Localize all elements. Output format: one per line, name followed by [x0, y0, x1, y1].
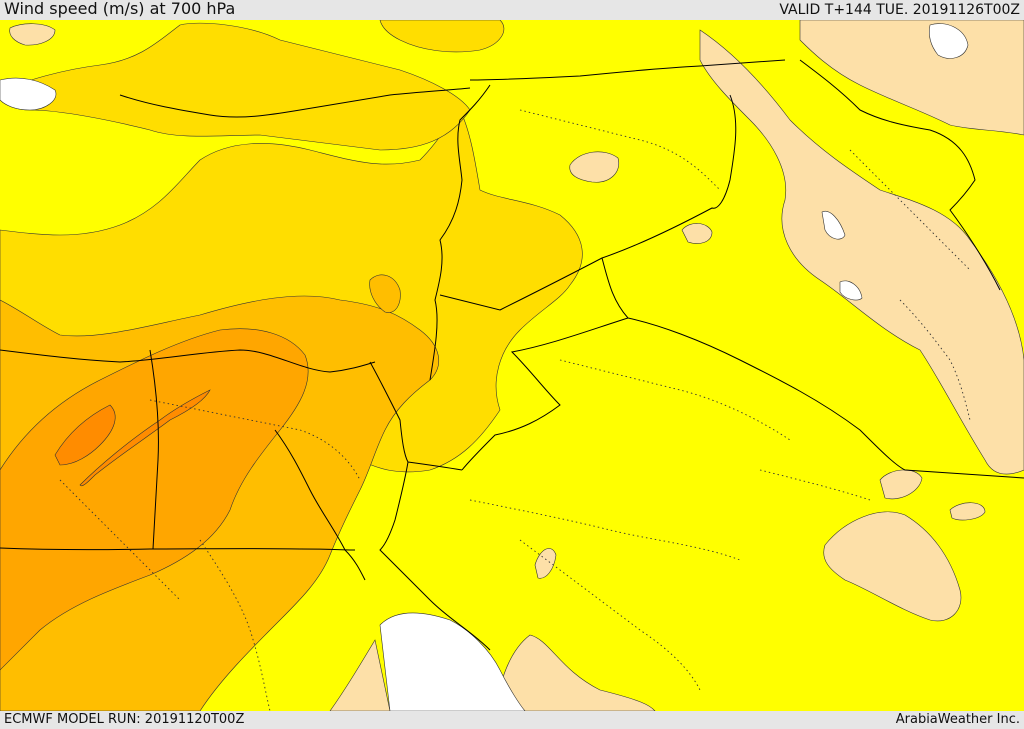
- province-line-8: [899, 299, 971, 421]
- border-jordan-saudi: [461, 317, 629, 471]
- north-iran-low-wind-area: [799, 20, 1024, 136]
- province-borders: [59, 109, 971, 711]
- coast-red-sea-east: [379, 461, 491, 651]
- coast-north-africa: [0, 349, 376, 373]
- zagros-low-wind-area: [699, 29, 1024, 475]
- border-egypt-libya: [149, 349, 159, 550]
- moderate-wind-areas: [0, 20, 583, 473]
- caspian-masked-area: [928, 23, 969, 59]
- red-sea-shore-patch: [329, 639, 391, 711]
- gulf-low-wind-area: [823, 511, 962, 622]
- province-line-5: [149, 399, 361, 481]
- model-run: ECMWF MODEL RUN: 20191120T00Z: [4, 712, 245, 727]
- coast-sinai: [274, 429, 366, 581]
- wind-speed-map: [0, 20, 1024, 711]
- red-sea-masked-area: [379, 612, 526, 711]
- aegean-low-wind-patch: [9, 23, 56, 46]
- lebanon-strong-wind-patch: [369, 274, 401, 313]
- valid-time: VALID T+144 TUE. 20191126T00Z: [779, 2, 1020, 18]
- map-footer: ECMWF MODEL RUN: 20191120T00Z ArabiaWeat…: [0, 711, 1024, 729]
- hejaz-low-wind-patch: [494, 634, 656, 711]
- province-line-9: [759, 469, 871, 501]
- gale-wind-streak: [79, 389, 211, 487]
- coast-levant: [429, 84, 491, 381]
- province-line-7: [849, 149, 971, 271]
- gale-wind-core: [54, 404, 116, 466]
- low-wind-areas: [9, 20, 1024, 711]
- sahara-very-strong-wind-area: [0, 328, 309, 671]
- province-line-6: [59, 479, 181, 601]
- east-low-wind-dot: [949, 502, 986, 521]
- gale-wind-areas: [54, 389, 211, 487]
- country-borders: [0, 59, 1024, 651]
- turkey-moderate-wind-patch: [379, 20, 505, 53]
- lake-masked-area-2: [839, 280, 863, 301]
- map-title: Wind speed (m/s) at 700 hPa: [4, 0, 236, 18]
- iraq-low-wind-patch: [681, 223, 713, 244]
- border-syria-iraq: [439, 94, 737, 311]
- masked-areas: [0, 23, 969, 711]
- border-egypt-israel: [369, 361, 463, 471]
- border-iraq-iran: [799, 59, 1001, 291]
- border-turkey-syria: [469, 59, 786, 81]
- very-strong-wind-areas: [0, 328, 309, 671]
- saudi-low-wind-patch: [534, 548, 557, 579]
- syria-low-wind-patch: [569, 151, 620, 183]
- province-line-3: [469, 499, 741, 561]
- aegean-masked-area: [0, 77, 57, 111]
- coast-anatolia: [119, 87, 471, 118]
- map-header: Wind speed (m/s) at 700 hPa VALID T+144 …: [0, 0, 1024, 20]
- lake-masked-area-1: [821, 210, 846, 240]
- border-egypt-sudan: [0, 547, 356, 551]
- east-low-wind-patch: [879, 469, 923, 500]
- province-line-4: [519, 539, 701, 691]
- credit: ArabiaWeather Inc.: [895, 712, 1020, 727]
